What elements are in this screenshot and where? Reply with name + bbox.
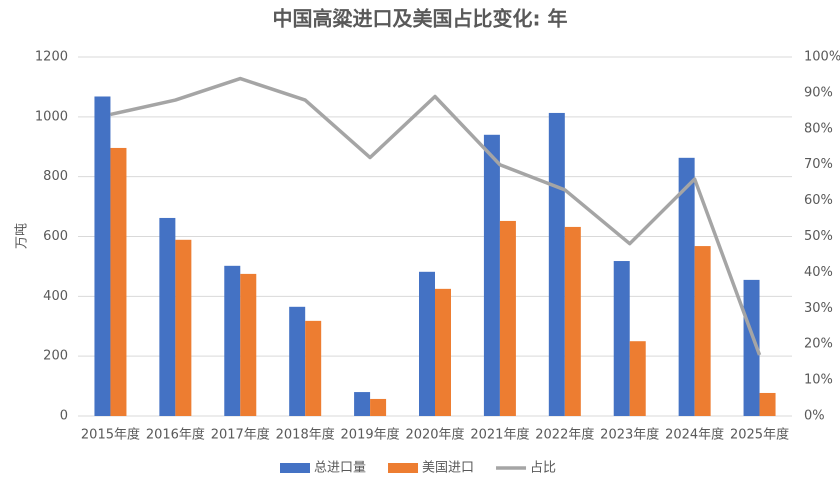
- y2-tick-label: 70%: [804, 157, 833, 172]
- x-tick-label: 2015年度: [81, 427, 140, 443]
- y2-tick-label: 40%: [804, 265, 833, 280]
- bar: [743, 279, 760, 416]
- y-tick-label: 600: [43, 229, 68, 244]
- bar: [289, 306, 306, 416]
- x-tick-label: 2023年度: [600, 427, 659, 443]
- y2-tick-label: 50%: [804, 229, 833, 244]
- legend-label: 美国进口: [422, 461, 474, 476]
- y-tick-label: 1200: [35, 50, 68, 65]
- y2-tick-label: 30%: [804, 301, 833, 316]
- x-tick-label: 2020年度: [405, 427, 464, 443]
- bar: [678, 157, 695, 417]
- x-tick-label: 2025年度: [730, 427, 789, 443]
- x-tick-label: 2022年度: [535, 427, 594, 443]
- bar: [419, 271, 435, 416]
- bar: [629, 341, 646, 416]
- bar: [548, 112, 565, 417]
- legend-swatch: [388, 463, 419, 473]
- y2-tick-label: 100%: [804, 50, 840, 65]
- x-tick-label: 2024年度: [665, 427, 724, 443]
- bar: [94, 96, 111, 417]
- y-tick-label: 800: [43, 169, 68, 184]
- bar: [175, 239, 192, 416]
- bar: [224, 265, 241, 416]
- y2-tick-label: 10%: [804, 373, 833, 388]
- bar: [240, 273, 257, 416]
- y-tick-label: 200: [43, 349, 68, 364]
- y-tick-label: 400: [43, 289, 68, 304]
- bar: [694, 246, 711, 416]
- x-tick-label: 2019年度: [341, 427, 400, 443]
- x-tick-label: 2021年度: [470, 427, 529, 443]
- y2-tick-label: 80%: [804, 121, 833, 136]
- y2-tick-label: 90%: [804, 85, 833, 100]
- bar: [110, 147, 127, 417]
- y-tick-label: 1000: [35, 109, 68, 124]
- bar: [354, 392, 371, 416]
- bar: [483, 134, 500, 417]
- line: [110, 76, 762, 356]
- bar: [759, 392, 776, 416]
- bar: [305, 320, 322, 416]
- bar: [435, 288, 451, 416]
- x-tick-label: 2018年度: [276, 427, 335, 443]
- bar: [564, 226, 581, 416]
- legend-label: 总进口量: [314, 461, 366, 476]
- chart-title: 中国高粱进口及美国占比变化: 年: [273, 7, 568, 31]
- legend-label: 占比: [530, 461, 556, 476]
- bar: [613, 261, 630, 416]
- bar: [159, 217, 176, 416]
- y2-tick-label: 60%: [804, 193, 833, 208]
- x-tick-label: 2016年度: [146, 427, 205, 443]
- x-tick-label: 2017年度: [211, 427, 270, 443]
- bar: [499, 220, 516, 416]
- bar: [370, 398, 387, 416]
- y2-tick-label: 0%: [804, 409, 825, 424]
- y2-tick-label: 20%: [804, 337, 833, 352]
- y-axis-label: 万吨: [15, 223, 30, 249]
- legend-swatch: [280, 463, 310, 473]
- y-tick-label: 0: [60, 409, 68, 424]
